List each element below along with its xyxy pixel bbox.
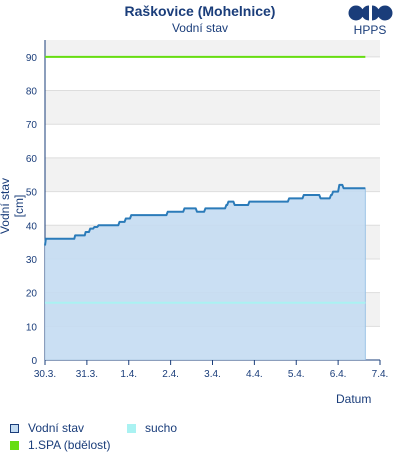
logo-text: HPPS xyxy=(353,23,387,37)
x-tick-label: 3.4. xyxy=(204,369,221,380)
x-tick-label: 1.4. xyxy=(120,369,137,380)
legend-item-1spa[interactable]: 1.SPA (bdělost) xyxy=(10,438,111,452)
x-tick-label: 6.4. xyxy=(330,369,347,380)
x-tick-label: 4.4. xyxy=(246,369,263,380)
legend-item-vodni-stav[interactable]: Vodní stav xyxy=(10,421,84,435)
chart-subtitle: Vodní stav xyxy=(171,21,229,35)
y-tick-label: 40 xyxy=(26,221,38,232)
y-tick-label: 30 xyxy=(26,255,38,266)
legend-label: Vodní stav xyxy=(28,421,85,435)
y-tick-label: 90 xyxy=(26,53,38,64)
water-level-area xyxy=(45,184,366,360)
y-tick-label: 80 xyxy=(26,87,38,98)
x-axis-label: Datum xyxy=(336,392,372,406)
y-tick-label: 50 xyxy=(26,188,38,199)
legend-label: sucho xyxy=(145,421,178,435)
x-tick-label: 2.4. xyxy=(162,369,179,380)
y-tick-label: 60 xyxy=(26,154,38,165)
y-tick-label: 70 xyxy=(26,120,38,131)
legend-swatch-1spa xyxy=(10,441,19,450)
legend-item-sucho[interactable]: sucho xyxy=(127,421,177,435)
chart-title: Raškovice (Mohelnice) xyxy=(124,3,276,19)
grid-band xyxy=(45,90,380,125)
water-level-line xyxy=(44,183,366,246)
y-tick-label: 20 xyxy=(26,289,38,300)
y-tick-label: 10 xyxy=(26,322,38,333)
x-tick-label: 30.3. xyxy=(34,369,56,380)
legend-swatch-vodni-stav xyxy=(10,424,19,433)
x-tick-label: 31.3. xyxy=(76,369,98,380)
grid-band xyxy=(45,157,380,192)
legend-label: 1.SPA (bdělost) xyxy=(28,438,111,452)
legend-swatch-sucho xyxy=(127,424,136,433)
grid-band xyxy=(45,40,380,57)
x-tick-label: 7.4. xyxy=(372,369,389,380)
logo-mark-icon xyxy=(348,5,393,21)
y-tick-label: 0 xyxy=(31,356,37,367)
hpps-logo: HPPS xyxy=(346,5,398,41)
x-tick-label: 5.4. xyxy=(288,369,305,380)
